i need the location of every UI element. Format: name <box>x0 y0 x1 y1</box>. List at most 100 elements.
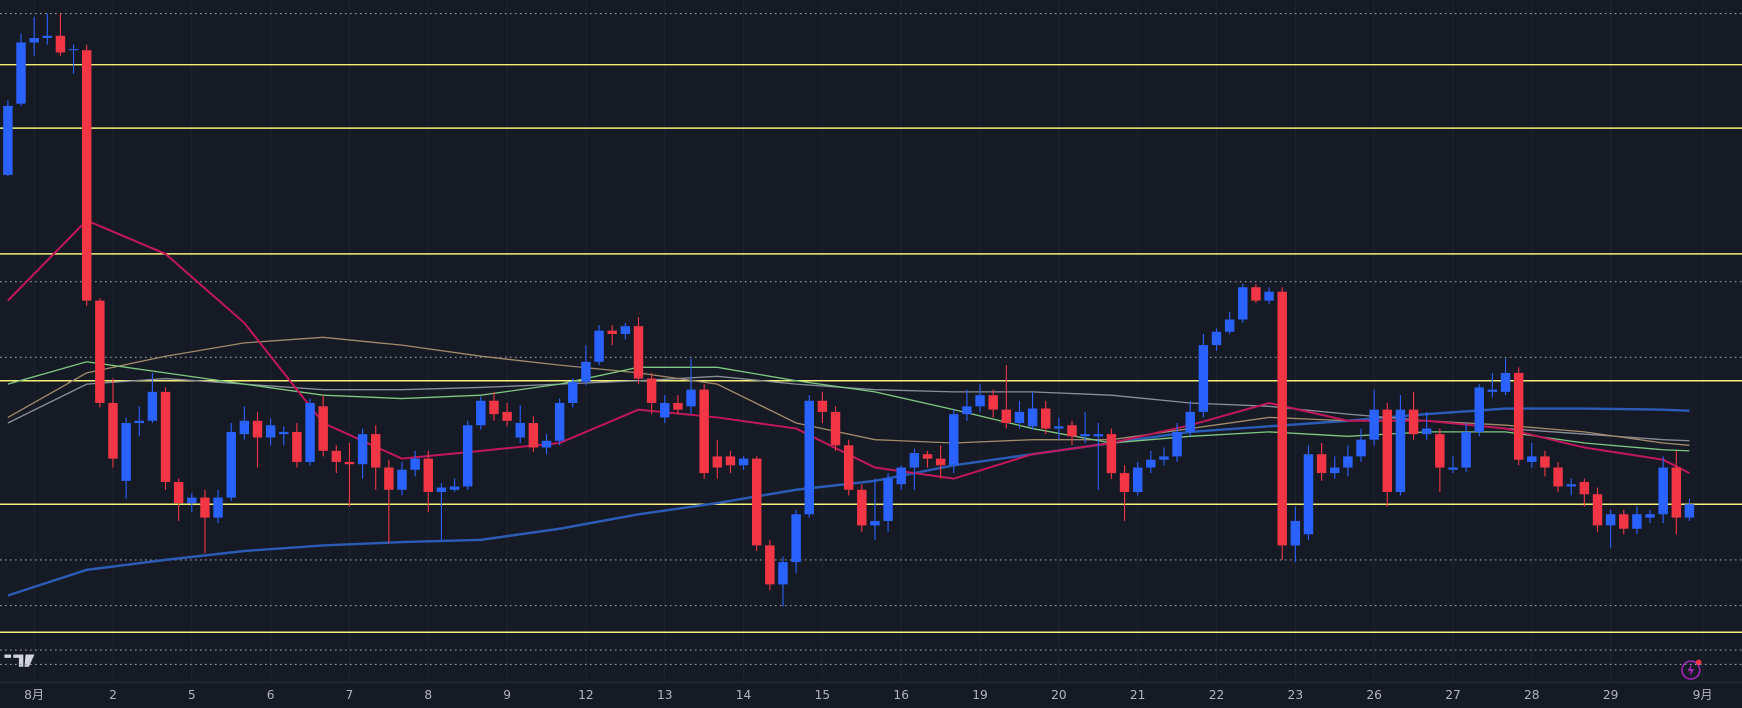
x-tick-label: 28 <box>1524 688 1540 702</box>
moving-average <box>7 361 1690 452</box>
x-tick-label: 26 <box>1366 688 1382 702</box>
candle-body <box>568 381 578 403</box>
candle-body <box>804 400 814 515</box>
candle-body <box>436 487 447 493</box>
candle-body <box>1369 409 1379 440</box>
candle-body <box>528 423 539 448</box>
candle-body <box>751 458 762 546</box>
candle-body <box>581 361 591 382</box>
candle-body <box>1395 409 1406 493</box>
candle-body <box>292 431 302 462</box>
candle-body <box>213 497 223 518</box>
candle-body <box>147 391 158 421</box>
candle-body <box>1067 425 1077 437</box>
candle-body <box>554 402 565 441</box>
candle-body <box>1119 473 1130 493</box>
candle-body <box>1343 456 1353 468</box>
candle-body <box>1553 467 1563 487</box>
candle-body <box>29 37 39 43</box>
candle-body <box>922 454 933 459</box>
candle-body <box>1356 439 1366 457</box>
candle-body <box>817 400 828 412</box>
candle-body <box>883 478 893 521</box>
candle-body <box>1408 409 1419 435</box>
candle-body <box>239 420 250 435</box>
candle-body <box>410 458 420 470</box>
candle-body <box>1264 291 1274 301</box>
candle-body <box>1198 345 1209 412</box>
candle-body <box>673 402 683 410</box>
candle-body <box>699 389 709 474</box>
candle-body <box>265 425 276 438</box>
candle-body <box>81 50 92 301</box>
candle-body <box>1435 434 1445 468</box>
candle-body <box>42 35 53 38</box>
candle-body <box>896 467 906 485</box>
candle-body <box>1566 484 1576 487</box>
candle-body <box>1592 494 1603 526</box>
alert-icon[interactable] <box>1681 659 1702 680</box>
logo <box>4 654 35 667</box>
candle-body <box>988 395 998 410</box>
candle-body <box>1172 431 1182 457</box>
candle-body <box>949 414 959 466</box>
candle-body <box>1277 291 1287 546</box>
candle-body <box>187 497 197 504</box>
candle-body <box>331 450 342 462</box>
x-tick-label: 7 <box>346 688 354 702</box>
candle-body <box>252 420 263 438</box>
candle-body <box>515 423 525 438</box>
candle-body <box>1014 411 1025 424</box>
candle-body <box>1290 520 1301 546</box>
x-tick-label: 8 <box>424 688 432 702</box>
x-tick-label: 22 <box>1209 688 1225 702</box>
candle-body <box>1671 467 1682 518</box>
candle-body <box>1316 454 1327 474</box>
x-tick-label: 15 <box>815 688 831 702</box>
candle-body <box>1106 434 1117 474</box>
candle-body <box>1540 456 1550 468</box>
candle-body <box>108 402 118 459</box>
candle-body <box>134 420 144 424</box>
moving-average <box>7 219 1690 480</box>
x-tick-label: 9 <box>503 688 511 702</box>
candle-body <box>1487 389 1498 392</box>
candle-body <box>1080 434 1090 437</box>
candle-body <box>870 520 880 526</box>
candle-body <box>633 326 644 379</box>
candle-body <box>357 434 368 465</box>
candle-body <box>778 562 788 585</box>
candle-body <box>462 425 473 487</box>
candle-body <box>1001 409 1012 424</box>
candle-body <box>1146 459 1156 468</box>
candle-body <box>1513 372 1524 460</box>
candle-body <box>1448 467 1458 470</box>
candle-body <box>1500 372 1511 392</box>
candle-body <box>55 35 66 53</box>
x-tick-label: 5 <box>188 688 196 702</box>
x-tick-label: 23 <box>1288 688 1304 702</box>
x-tick-label: 8月 <box>24 688 44 702</box>
candle-body <box>1684 504 1695 518</box>
candle-body <box>646 378 657 403</box>
x-tick-label: 12 <box>578 688 594 702</box>
candle-body <box>1619 514 1629 529</box>
candle-body <box>1632 514 1642 529</box>
x-tick-label: 19 <box>972 688 988 702</box>
candle-body <box>791 514 801 563</box>
candle-body <box>200 497 210 518</box>
candle-body <box>279 431 289 435</box>
candle-body <box>502 411 512 421</box>
candle-body <box>1645 514 1655 518</box>
candle-body <box>1224 319 1235 332</box>
candle-body <box>712 456 723 468</box>
x-tick-label: 9月 <box>1693 688 1713 702</box>
candle-body <box>476 400 486 426</box>
candle-body <box>384 467 394 490</box>
candle-body <box>541 440 552 448</box>
x-tick-label: 6 <box>267 688 275 702</box>
candle-body <box>1238 287 1248 320</box>
moving-average <box>7 336 1690 446</box>
candle-body <box>3 105 13 175</box>
